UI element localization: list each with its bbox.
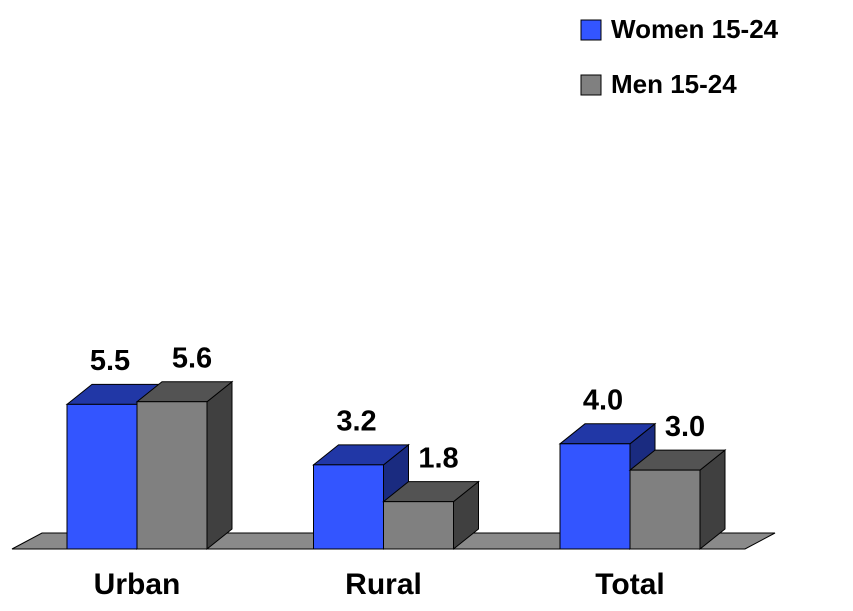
value-label: 5.6 — [172, 342, 212, 374]
value-label: 1.8 — [418, 442, 458, 474]
value-label: 3.0 — [665, 411, 705, 443]
bar-front — [559, 443, 631, 550]
bar — [628, 449, 727, 551]
bar-front — [313, 464, 384, 550]
value-label: 4.0 — [583, 384, 623, 416]
legend-swatch — [580, 19, 602, 41]
bar — [382, 480, 480, 551]
x-tick-label: Rural — [345, 568, 422, 601]
bar-front — [136, 401, 208, 550]
x-tick-label: Urban — [94, 568, 181, 601]
bar-side — [206, 380, 233, 551]
x-tick-label: Total — [595, 568, 664, 601]
bar — [135, 380, 234, 551]
bar-front — [629, 469, 701, 550]
legend-swatch — [580, 74, 602, 96]
value-label: 3.2 — [336, 405, 376, 437]
legend-label: Women 15-24 — [611, 14, 779, 44]
value-label: 5.5 — [90, 345, 130, 377]
bar-front — [383, 501, 454, 550]
legend-label: Men 15-24 — [611, 69, 737, 99]
bar-front — [66, 403, 138, 550]
